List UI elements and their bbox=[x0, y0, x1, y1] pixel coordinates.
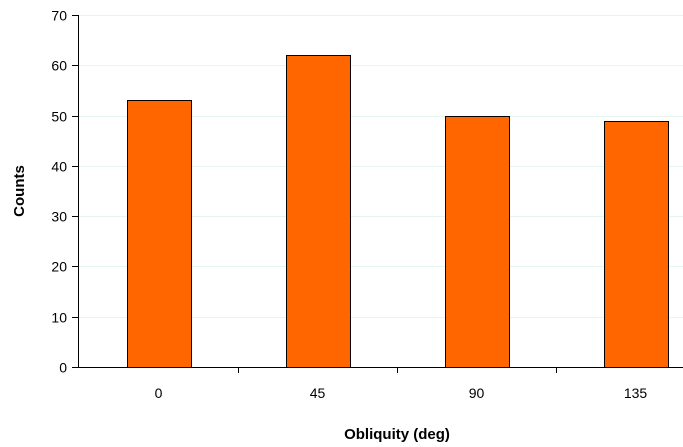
bar-135 bbox=[604, 121, 669, 368]
y-tick-label: 0 bbox=[59, 360, 67, 376]
y-tick-label: 70 bbox=[51, 8, 67, 24]
x-tick-label: 45 bbox=[310, 385, 326, 401]
x-tick-label: 0 bbox=[155, 385, 163, 401]
y-tick-label: 20 bbox=[51, 259, 67, 275]
x-tick-label: 90 bbox=[469, 385, 485, 401]
y-tick-label: 30 bbox=[51, 209, 67, 225]
y-tick-label: 10 bbox=[51, 310, 67, 326]
y-tick-label: 60 bbox=[51, 58, 67, 74]
bars bbox=[127, 55, 669, 368]
x-axis-title: Obliquity (deg) bbox=[344, 426, 450, 443]
y-tick-label: 50 bbox=[51, 109, 67, 125]
bar-90 bbox=[445, 116, 510, 368]
tick-labels: 0 10 20 30 40 50 60 70 0 45 90 135 bbox=[51, 8, 647, 402]
y-tick-label: 40 bbox=[51, 159, 67, 175]
y-axis-title: Counts bbox=[11, 165, 28, 217]
bar-0 bbox=[127, 100, 192, 368]
axes bbox=[72, 15, 683, 373]
bar-45 bbox=[286, 55, 351, 368]
x-tick-label: 135 bbox=[624, 385, 648, 401]
